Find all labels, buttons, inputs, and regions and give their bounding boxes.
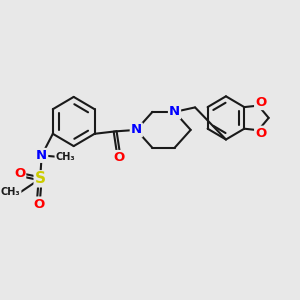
Text: N: N <box>131 123 142 136</box>
Text: O: O <box>33 197 44 211</box>
Text: O: O <box>113 151 124 164</box>
Text: O: O <box>255 127 266 140</box>
Text: S: S <box>35 171 46 186</box>
Text: O: O <box>255 96 266 109</box>
Text: CH₃: CH₃ <box>1 187 21 197</box>
Text: O: O <box>14 167 25 180</box>
Text: CH₃: CH₃ <box>56 152 75 162</box>
Text: N: N <box>169 105 180 119</box>
Text: N: N <box>36 149 47 162</box>
